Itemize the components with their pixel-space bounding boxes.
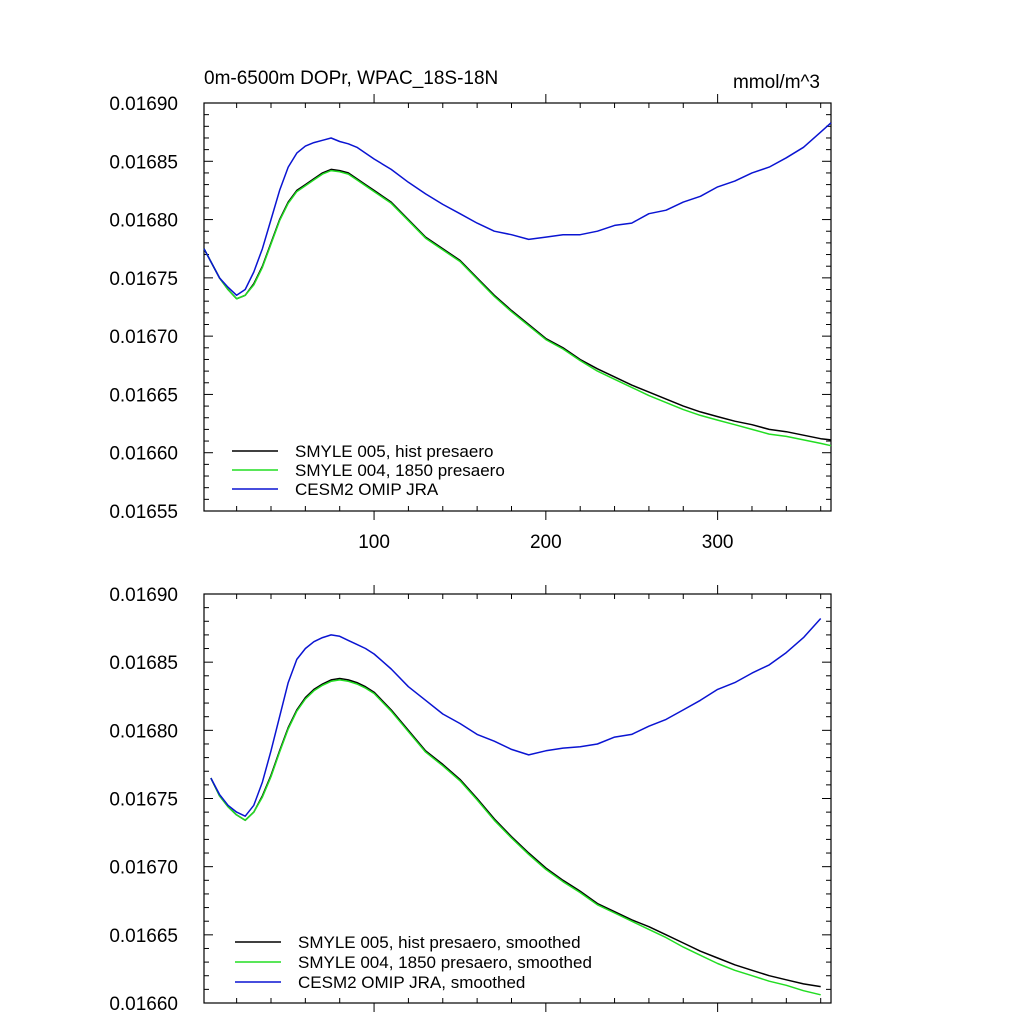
legend-label: SMYLE 005, hist presaero bbox=[295, 442, 493, 461]
y-tick-label: 0.01665 bbox=[109, 385, 178, 406]
y-tick-label: 0.01670 bbox=[109, 327, 178, 348]
series-line-2 bbox=[210, 679, 821, 996]
x-tick-label: 100 bbox=[358, 532, 390, 553]
y-tick-label: 0.01665 bbox=[109, 926, 178, 947]
units-label: mmol/m^3 bbox=[733, 72, 820, 93]
x-tick-label: 300 bbox=[702, 532, 734, 553]
series-line-2 bbox=[203, 169, 832, 447]
chart-title: 0m-6500m DOPr, WPAC_18S-18N bbox=[204, 68, 498, 89]
legend-label: CESM2 OMIP JRA bbox=[295, 480, 439, 499]
y-tick-label: 0.01680 bbox=[109, 211, 178, 232]
y-tick-label: 0.01675 bbox=[109, 790, 178, 811]
y-tick-label: 0.01655 bbox=[109, 502, 178, 523]
y-tick-label: 0.01670 bbox=[109, 858, 178, 879]
y-tick-label: 0.01675 bbox=[109, 269, 178, 290]
series-line-1 bbox=[203, 168, 832, 441]
x-tick-label: 200 bbox=[530, 532, 562, 553]
y-tick-label: 0.01680 bbox=[109, 721, 178, 742]
y-tick-label: 0.01685 bbox=[109, 653, 178, 674]
series-line-3 bbox=[203, 122, 832, 297]
legend-label: SMYLE 004, 1850 presaero bbox=[295, 461, 505, 480]
y-tick-label: 0.01690 bbox=[109, 94, 178, 115]
legend-label: CESM2 OMIP JRA, smoothed bbox=[298, 973, 525, 992]
legend-label: SMYLE 005, hist presaero, smoothed bbox=[298, 933, 581, 952]
plot-frame bbox=[203, 102, 832, 512]
y-tick-label: 0.01660 bbox=[109, 994, 178, 1015]
series-line-3 bbox=[210, 617, 822, 817]
y-tick-label: 0.01690 bbox=[109, 585, 178, 606]
legend-label: SMYLE 004, 1850 presaero, smoothed bbox=[298, 953, 592, 972]
top-panel: 0.01655 0.01660 0.01665 0.01670 0.01675 0.016… bbox=[109, 94, 832, 553]
y-tick-label: 0.01685 bbox=[109, 152, 178, 173]
y-tick-label: 0.01660 bbox=[109, 444, 178, 465]
bottom-panel: 0.01660 0.01665 0.01670 0.01675 0.01680 0.016… bbox=[109, 585, 832, 1015]
